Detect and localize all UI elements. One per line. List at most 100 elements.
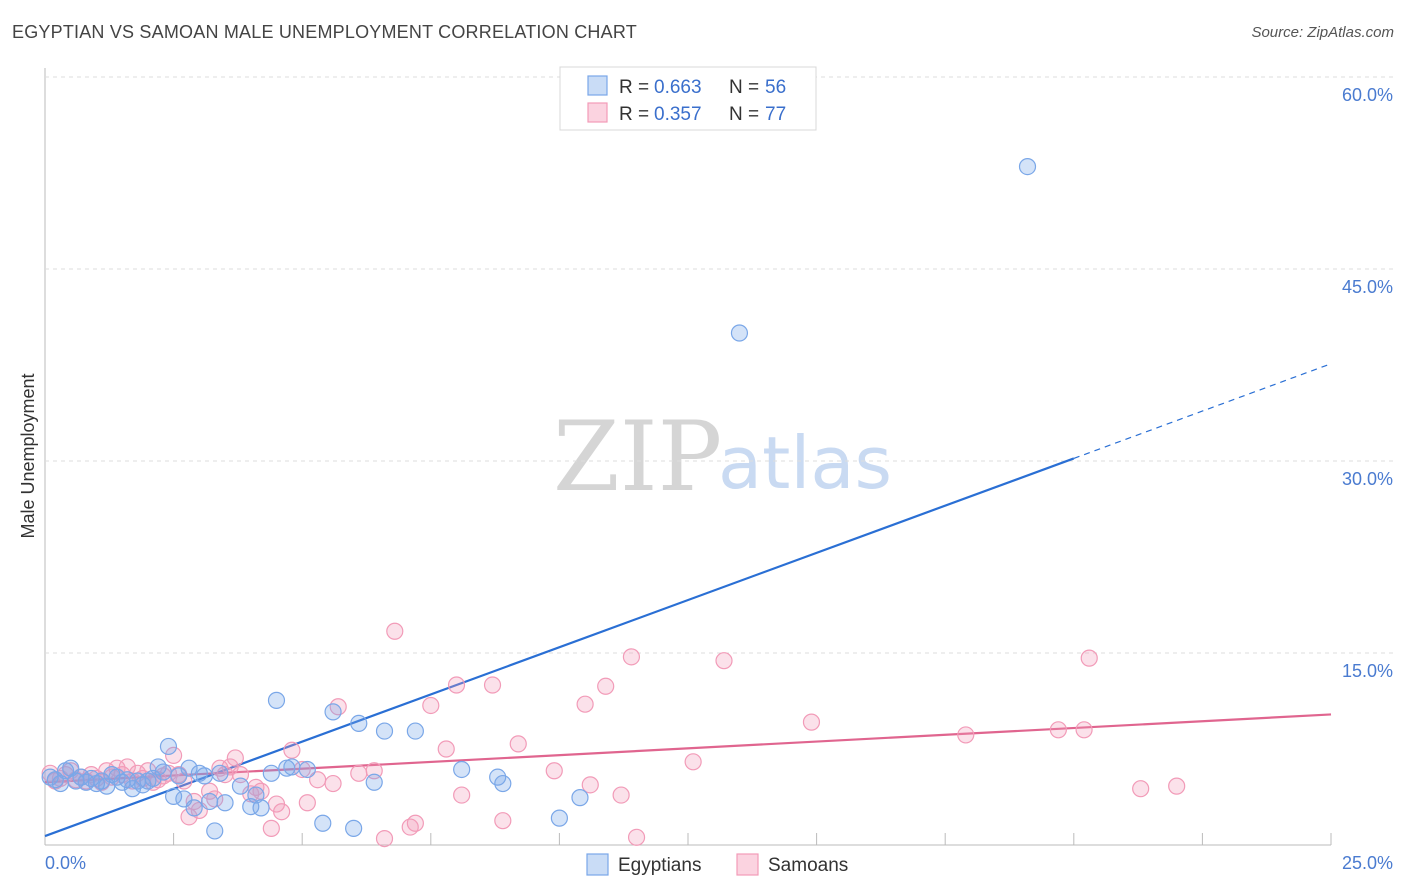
point-egyptians [108,768,126,786]
point-samoans [545,762,563,780]
point-egyptians [350,714,368,733]
x-ticks [173,833,1332,845]
point-egyptians [453,760,471,779]
y-tick-label-45: 45.0% [1342,277,1393,297]
point-egyptians [494,774,512,793]
y-tick-label-60: 60.0% [1342,85,1393,105]
point-egyptians [730,324,749,342]
trend-line-samoans [44,713,1332,784]
legend-r-label-2: R = [619,104,649,125]
point-samoans [273,803,291,821]
point-samoans [1075,721,1093,739]
bottom-legend-label-samoans: Samoans [768,855,848,876]
bottom-legend-swatch-samoans [736,853,759,876]
point-samoans [406,814,424,832]
point-samoans [494,812,512,830]
point-samoans [509,735,527,753]
point-egyptians [206,822,224,840]
point-samoans [1132,780,1150,798]
point-samoans [1080,649,1098,667]
point-samoans [453,786,471,804]
point-samoans [283,741,301,759]
point-egyptians [550,809,569,827]
bottom-legend-swatch-egyptians [586,853,609,876]
source-credit: Source: ZipAtlas.com [1251,24,1394,41]
point-egyptians [262,764,280,782]
watermark-atlas: atlas [718,421,892,505]
point-egyptians [149,758,167,776]
grid-lines [45,76,1393,654]
point-samoans [298,794,316,812]
point-egyptians [216,794,234,812]
point-egyptians [252,799,270,817]
point-samoans [262,819,280,837]
y-tick-labels: 15.0% 30.0% 45.0% 60.0% [1342,85,1393,681]
point-samoans [622,648,641,666]
point-egyptians [1018,158,1037,176]
point-egyptians [247,786,265,804]
y-tick-label-15: 15.0% [1342,661,1393,681]
point-samoans [226,749,244,767]
series-legend: Egyptians Samoans [586,853,848,876]
point-egyptians [283,758,301,776]
point-egyptians [571,789,589,807]
y-tick-label-30: 30.0% [1342,469,1393,489]
point-egyptians [406,722,424,740]
point-egyptians [165,787,183,805]
legend-n-value-2: 77 [765,104,786,125]
point-samoans [581,776,599,794]
point-samoans [597,677,615,695]
point-samoans [422,696,440,715]
point-samoans [483,676,502,694]
point-samoans [715,652,733,670]
point-egyptians [185,799,203,817]
point-egyptians [375,722,394,740]
point-samoans [576,695,594,713]
legend-swatch-samoans [587,102,608,123]
point-samoans [1168,777,1186,795]
trend-lines [44,363,1332,838]
point-egyptians [267,691,286,709]
chart-title: EGYPTIAN VS SAMOAN MALE UNEMPLOYMENT COR… [12,22,637,42]
point-samoans [627,828,646,846]
point-samoans [447,676,466,694]
x-tick-label-min: 0.0% [45,853,86,873]
point-samoans [957,726,975,744]
point-samoans [1049,721,1067,739]
data-points [41,158,1186,848]
point-samoans [437,740,455,758]
correlation-legend: R = 0.663 N = 56 R = 0.357 N = 77 [559,66,817,131]
point-egyptians [231,777,250,795]
legend-r-label-1: R = [619,77,649,98]
legend-r-value-1: 0.663 [654,77,702,98]
point-samoans [375,829,394,848]
point-egyptians [82,769,100,788]
watermark-zip: ZIP [553,401,722,513]
point-samoans [324,774,342,793]
point-samoans [612,786,630,804]
x-tick-label-max: 25.0% [1342,853,1393,873]
legend-r-value-2: 0.357 [654,104,702,125]
point-egyptians [324,703,342,721]
point-egyptians [159,737,178,756]
legend-n-label-1: N = [729,77,759,98]
y-axis-label: Male Unemployment [18,373,38,538]
point-samoans [684,753,702,771]
point-samoans [175,772,193,790]
legend-n-value-1: 56 [765,77,786,98]
point-samoans [329,698,347,716]
trend-line-extension-egyptians [1073,363,1332,460]
point-egyptians [154,763,172,781]
point-egyptians [298,760,316,779]
point-egyptians [365,773,383,791]
point-samoans [802,713,821,731]
legend-swatch-egyptians [587,75,608,96]
point-egyptians [211,764,229,782]
point-samoans [386,622,404,640]
bottom-legend-label-egyptians: Egyptians [618,855,701,876]
point-samoans [350,764,368,782]
point-egyptians [201,792,219,811]
point-egyptians [314,814,332,832]
point-samoans [180,808,198,826]
